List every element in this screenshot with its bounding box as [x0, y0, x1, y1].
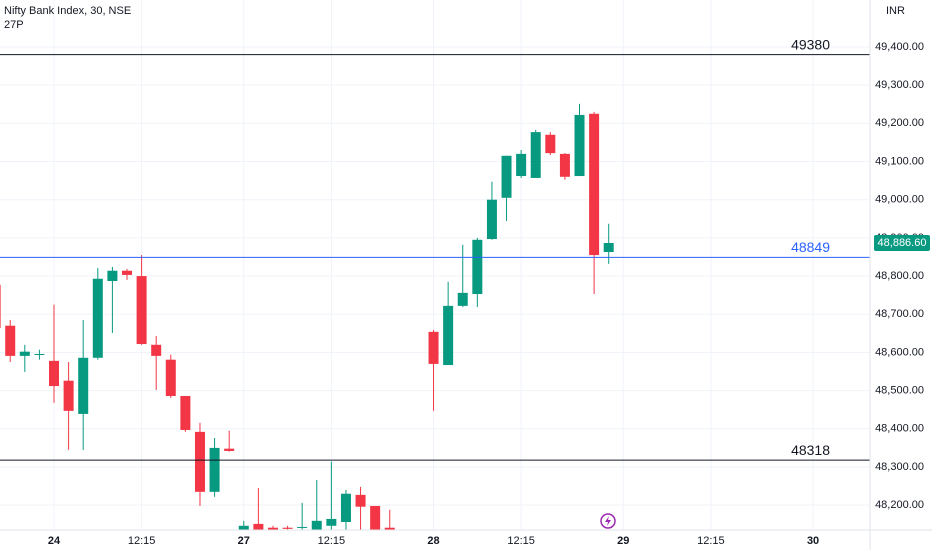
candle-body [19, 351, 30, 356]
x-tick-label: 12:15 [128, 535, 156, 547]
candle-body [253, 523, 264, 530]
candle-body [121, 270, 132, 275]
candle-body [34, 353, 45, 355]
x-tick-label: 12:15 [318, 535, 346, 547]
candle-body [224, 448, 235, 451]
candle-body [180, 395, 191, 430]
y-tick-label: 48,700.00 [875, 308, 924, 320]
x-tick-label: 27 [238, 535, 250, 547]
horizontal-line-label: 48318 [791, 442, 830, 458]
candle-body [151, 344, 162, 356]
x-tick-label: 12:15 [697, 535, 725, 547]
candle-body [589, 113, 600, 256]
candle-body [472, 239, 483, 295]
candle-body [282, 527, 293, 529]
candle-body [5, 325, 16, 356]
candle-body [194, 431, 205, 492]
candle-body [501, 155, 512, 198]
y-tick-label: 48,300.00 [875, 461, 924, 473]
candle-body [92, 278, 103, 358]
y-tick-label: 48,400.00 [875, 423, 924, 435]
y-tick-label: 49,100.00 [875, 155, 924, 167]
y-tick-label: 48,500.00 [875, 385, 924, 397]
x-tick-label: 12:15 [507, 535, 535, 547]
y-tick-label: 49,300.00 [875, 79, 924, 91]
plot-area [0, 54, 870, 530]
grid [0, 0, 870, 530]
candle-body [370, 505, 381, 530]
candle-body [530, 132, 541, 178]
y-tick-label: 48,200.00 [875, 499, 924, 511]
candle-body [486, 199, 497, 240]
last-price-label: 48,886.60 [878, 237, 927, 249]
y-tick-label: 48,600.00 [875, 346, 924, 358]
x-tick-label: 24 [48, 535, 61, 547]
candle-body [0, 284, 1, 329]
chart-title: Nifty Bank Index, 30, NSE [4, 5, 131, 17]
candle-body [545, 134, 556, 154]
candle-body [165, 359, 176, 396]
candle-body [63, 380, 74, 411]
candle-body [340, 493, 351, 522]
y-tick-label: 48,800.00 [875, 270, 924, 282]
candle-body [267, 527, 278, 530]
candle-body [297, 526, 308, 528]
candle-body [574, 114, 585, 177]
currency: INR [886, 5, 905, 17]
candle-body [603, 243, 614, 253]
x-tick-label: 30 [807, 535, 819, 547]
candle-body [326, 518, 337, 526]
candle-body [443, 305, 454, 366]
horizontal-line-label: 48849 [791, 239, 830, 255]
last-price-box [874, 235, 930, 252]
candle-body [107, 270, 118, 282]
candle-body [457, 292, 468, 306]
candle-body [384, 527, 395, 530]
horizontal-line-label: 49380 [791, 36, 830, 52]
x-tick-label: 28 [427, 535, 439, 547]
candle-body [311, 520, 322, 530]
event-icon[interactable] [600, 513, 616, 529]
candle-body [355, 494, 366, 507]
x-tick-label: 29 [617, 535, 629, 547]
candle-body [238, 525, 249, 530]
candle-body [516, 153, 527, 177]
y-tick-label: 49,000.00 [875, 194, 924, 206]
chart-subtitle: 27P [4, 19, 24, 31]
candle-body [78, 357, 89, 414]
candle-body [136, 276, 147, 345]
y-tick-label: 49,200.00 [875, 117, 924, 129]
candle-body [559, 153, 570, 177]
candle-body [209, 447, 220, 492]
y-tick-label: 49,400.00 [875, 41, 924, 53]
candle-body [49, 360, 60, 387]
candle-body [428, 331, 439, 364]
